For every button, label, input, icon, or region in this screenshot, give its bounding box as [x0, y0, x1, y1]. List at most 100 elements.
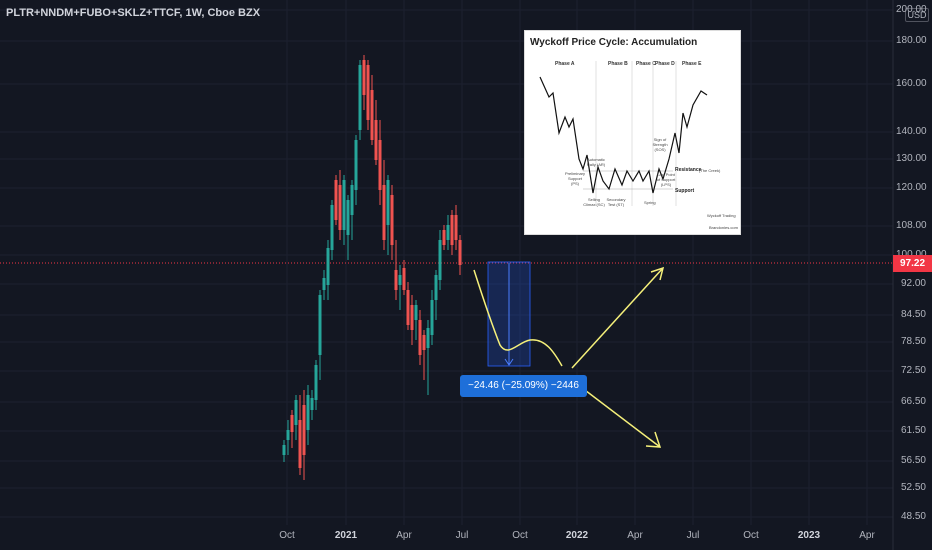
price-tick: 120.00 [896, 182, 927, 193]
time-tick: Jul [455, 530, 469, 541]
price-tick: 200.00 [896, 4, 927, 15]
price-tick: 180.00 [896, 35, 927, 46]
candle-up[interactable] [414, 305, 418, 320]
candle-down[interactable] [290, 415, 294, 432]
candle-down[interactable] [402, 268, 406, 290]
candle-down[interactable] [362, 60, 366, 95]
candle-up[interactable] [342, 180, 346, 230]
candle-down[interactable] [454, 215, 458, 240]
candle-down[interactable] [422, 335, 426, 350]
currency-label: USD [905, 8, 929, 22]
candle-down[interactable] [450, 215, 454, 245]
candle-down[interactable] [390, 195, 394, 245]
wyckoff-diagram [539, 61, 708, 206]
bearish-arrow[interactable] [572, 380, 661, 448]
candle-down[interactable] [442, 230, 446, 245]
candle-up[interactable] [294, 400, 298, 425]
candle-up[interactable] [330, 205, 334, 250]
candlesticks[interactable] [282, 55, 462, 480]
candle-up[interactable] [354, 140, 358, 190]
candle-down[interactable] [298, 420, 302, 468]
price-tick: 92.00 [900, 278, 926, 289]
time-tick: Oct [512, 530, 528, 541]
candle-down[interactable] [366, 65, 370, 120]
candle-up[interactable] [318, 295, 322, 355]
last-price-tag: 97.22 [893, 255, 932, 272]
candle-down[interactable] [406, 290, 410, 325]
candle-up[interactable] [438, 240, 442, 280]
price-tick: 78.50 [900, 336, 926, 347]
price-tick: 56.50 [900, 455, 926, 466]
candle-down[interactable] [374, 120, 378, 160]
bearish-arrow-head [645, 431, 662, 448]
sos-label: Sign of Strength (SOS) [652, 137, 668, 152]
price-tick: 140.00 [896, 126, 927, 137]
price-tick: 52.50 [900, 482, 926, 493]
candle-up[interactable] [282, 445, 286, 455]
candle-down[interactable] [370, 90, 374, 140]
candle-up[interactable] [434, 275, 438, 300]
candle-up[interactable] [310, 398, 314, 410]
candle-up[interactable] [314, 365, 318, 400]
phase-b-label: Phase B [608, 61, 628, 67]
time-tick: Apr [627, 530, 643, 541]
price-tick: 108.00 [896, 220, 927, 231]
price-tick: 100.00 [896, 249, 927, 260]
price-tick: 160.00 [896, 78, 927, 89]
projection-curve[interactable] [473, 269, 563, 367]
candle-up[interactable] [426, 328, 430, 348]
time-tick: Apr [859, 530, 875, 541]
candle-up[interactable] [306, 395, 310, 430]
price-tick: 48.50 [900, 511, 926, 522]
brand-label: Wyckoff Trading [707, 213, 736, 218]
ps-label: Preliminary Support (PS) [565, 171, 586, 186]
time-tick: Apr [396, 530, 412, 541]
candle-down[interactable] [418, 320, 422, 355]
candle-down[interactable] [378, 140, 382, 190]
wyckoff-image: Wyckoff Price Cycle: Accumulation Phase … [524, 30, 741, 235]
price-tick: 84.50 [900, 309, 926, 320]
candle-down[interactable] [338, 185, 342, 230]
candle-down[interactable] [302, 405, 306, 455]
phase-a-label: Phase A [555, 61, 575, 67]
time-tick: 2022 [565, 530, 589, 541]
bullish-arrow-head [650, 266, 665, 281]
candle-up[interactable] [446, 225, 450, 240]
time-tick: Jul [686, 530, 700, 541]
measure-label: −24.46 (−25.09%) −2446 [460, 375, 587, 397]
candle-down[interactable] [410, 305, 414, 330]
time-tick: 2021 [334, 530, 358, 541]
price-tick: 72.50 [900, 365, 926, 376]
price-tick: 61.50 [900, 425, 926, 436]
time-tick: Oct [279, 530, 295, 541]
price-tick: 66.50 [900, 396, 926, 407]
st-label: Secondary Test (ST) [606, 197, 626, 207]
candle-up[interactable] [322, 278, 326, 290]
candle-up[interactable] [350, 185, 354, 215]
bullish-arrow[interactable] [571, 267, 664, 369]
symbol-title[interactable]: PLTR+NNDM+FUBO+SKLZ+TTCF, 1W, Cboe BZX [6, 7, 261, 19]
creek-label: (The Creek) [699, 168, 721, 173]
time-tick: Oct [743, 530, 759, 541]
measure-arrow-head [504, 358, 514, 366]
phase-e-label: Phase E [682, 61, 702, 67]
resistance-label: Resistance [675, 167, 702, 173]
candle-down[interactable] [334, 180, 338, 220]
candle-up[interactable] [430, 300, 434, 335]
candle-down[interactable] [382, 185, 386, 240]
candle-up[interactable] [398, 275, 402, 285]
candle-up[interactable] [286, 430, 290, 440]
candle-down[interactable] [458, 240, 462, 265]
candle-up[interactable] [386, 180, 390, 225]
phase-d-label: Phase D [655, 61, 675, 67]
lps-label: Last Point of Support (LPS) [656, 172, 676, 187]
support-label: Support [675, 188, 695, 194]
candle-up[interactable] [358, 65, 362, 130]
candle-up[interactable] [326, 248, 330, 285]
candle-up[interactable] [346, 200, 350, 235]
time-tick: 2023 [797, 530, 821, 541]
candle-down[interactable] [394, 270, 398, 290]
price-tick: 130.00 [896, 153, 927, 164]
